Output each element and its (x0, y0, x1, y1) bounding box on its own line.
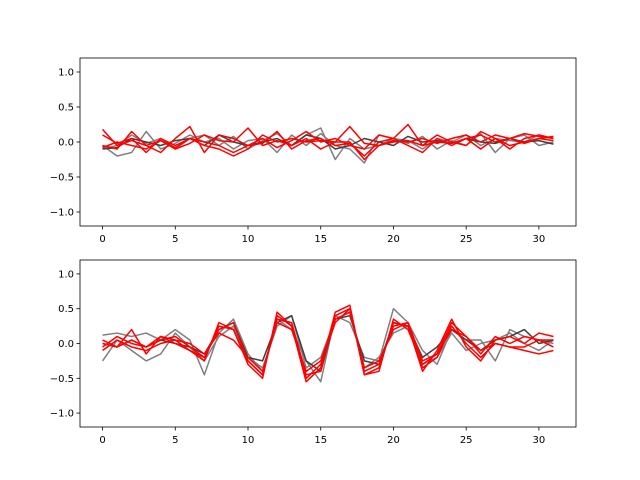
series-line-1 (102, 307, 554, 383)
x-tick-label: 30 (533, 435, 546, 446)
x-tick-label: 0 (99, 234, 105, 245)
x-tick-label: 5 (172, 234, 178, 245)
x-tick-label: 25 (460, 234, 473, 245)
y-tick-label: −0.5 (50, 374, 74, 385)
series-line-4 (101, 123, 554, 154)
y-tick-label: 0.0 (58, 138, 74, 149)
bottom-subplot: 0 5 10 15 20 25 30 −1.0 −0.5 0.0 0.5 1.0 (50, 259, 577, 446)
y-tick-label: −1.0 (50, 208, 74, 219)
series-line-7 (102, 132, 554, 161)
y-tick-label: −0.5 (50, 173, 74, 184)
y-tick-label: 0.5 (58, 304, 74, 315)
y-tick-label: 0.5 (58, 103, 74, 114)
x-tick-label: 5 (172, 435, 178, 446)
x-tick-label: 20 (387, 435, 400, 446)
x-tick-label: 15 (314, 435, 327, 446)
x-tick-label: 10 (242, 435, 255, 446)
series-line-5 (102, 125, 554, 150)
series-line-6 (102, 311, 554, 373)
series-group (101, 304, 554, 383)
y-tick-label: 0.0 (58, 339, 74, 350)
x-tick-label: 0 (99, 435, 105, 446)
y-tick-label: −1.0 (50, 409, 74, 420)
series-group (101, 123, 554, 164)
x-tick-label: 20 (387, 234, 400, 245)
top-subplot: 0 5 10 15 20 25 30 −1.0 −0.5 0.0 0.5 1.0 (50, 57, 577, 245)
y-tick-label: 1.0 (58, 269, 74, 280)
y-tick-label: 1.0 (58, 68, 74, 79)
x-tick-label: 15 (314, 234, 327, 245)
x-tick-label: 30 (533, 234, 546, 245)
x-tick-label: 25 (460, 435, 473, 446)
x-tick-label: 10 (242, 234, 255, 245)
series-line-7 (102, 307, 554, 380)
